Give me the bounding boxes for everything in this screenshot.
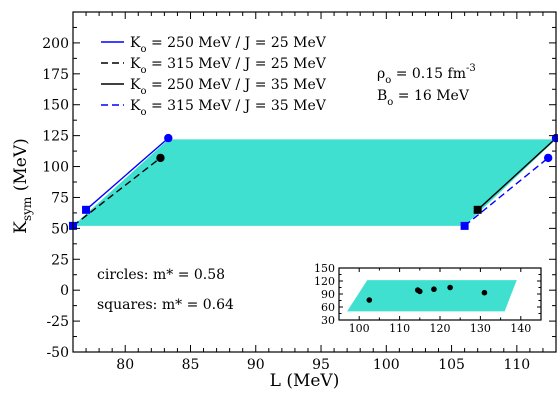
square-marker-7 <box>460 221 469 230</box>
legend-label-4: Ko = 315 MeV / J = 35 MeV <box>130 98 327 118</box>
legend-label-1: Ko = 250 MeV / J = 25 MeV <box>130 35 327 55</box>
x-tick-label: 100 <box>373 357 400 373</box>
inset-point-5 <box>447 284 453 291</box>
inset-band <box>347 280 517 312</box>
series-line-4 <box>464 157 549 227</box>
inset-x-tick-label: 110 <box>389 322 410 335</box>
legend-label-2: Ko = 315 MeV / J = 25 MeV <box>130 56 327 76</box>
series-line-1 <box>85 137 169 211</box>
square-marker-5 <box>473 205 482 214</box>
x-tick-label: 90 <box>247 357 265 373</box>
square-marker-1 <box>82 205 91 214</box>
y-tick-label: 175 <box>42 67 69 83</box>
inset-y-tick-label: 60 <box>321 301 335 314</box>
x-tick-label: 110 <box>503 357 530 373</box>
inset-x-tick-label: 100 <box>349 322 370 335</box>
x-tick-label: 95 <box>312 357 330 373</box>
series-line-2 <box>72 157 161 227</box>
x-tick-label: 85 <box>182 357 200 373</box>
inset-point-1 <box>366 297 373 303</box>
x-tick-label: 105 <box>438 357 465 373</box>
y-tick-label: 150 <box>42 98 69 114</box>
y-tick-label: 75 <box>51 190 69 206</box>
legend-label-3: Ko = 250 MeV / J = 35 MeV <box>130 77 327 97</box>
circle-marker-4 <box>156 153 165 163</box>
inset-y-tick-label: 90 <box>321 288 335 301</box>
y-tick-label: 100 <box>42 160 69 176</box>
allowed-band <box>73 139 556 226</box>
y-tick-label: 125 <box>42 129 69 145</box>
param-label-2: Bo = 16 MeV <box>377 88 470 108</box>
inset-x-tick-label: 130 <box>470 322 491 335</box>
y-tick-label: 0 <box>60 283 69 299</box>
circle-marker-2 <box>164 133 173 143</box>
annotation-2: squares: m* = 0.64 <box>97 297 234 313</box>
y-tick-label: 25 <box>51 252 69 268</box>
y-tick-label: 200 <box>42 36 69 52</box>
inset-y-tick-label: 120 <box>314 275 335 288</box>
inset-y-tick-label: 30 <box>321 314 335 327</box>
inset-point-4 <box>431 286 437 293</box>
y-tick-label: -50 <box>46 345 69 361</box>
circle-marker-8 <box>543 153 553 163</box>
inset-x-tick-label: 120 <box>430 322 451 335</box>
inset-x-tick-label: 140 <box>510 322 531 335</box>
inset-y-tick-label: 150 <box>314 262 335 275</box>
inset-point-3 <box>417 288 423 295</box>
y-tick-label: -25 <box>46 314 69 330</box>
annotation-1: circles: m* = 0.58 <box>97 267 225 283</box>
series-line-3 <box>477 137 557 211</box>
inset-point-6 <box>481 289 488 296</box>
y-axis-label: Ksym (MeV) <box>11 138 34 233</box>
x-axis-label: L (MeV) <box>270 371 340 391</box>
y-tick-label: 50 <box>51 221 69 237</box>
x-tick-label: 80 <box>116 357 134 373</box>
param-label-1: ρo = 0.15 fm-3 <box>377 63 476 86</box>
